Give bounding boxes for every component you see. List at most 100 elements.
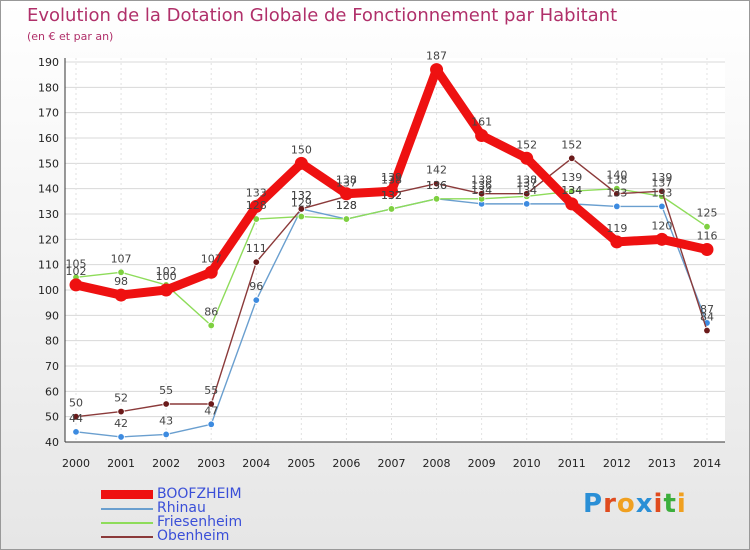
data-label: 134	[516, 184, 537, 197]
y-tick-label: 150	[38, 157, 59, 170]
logo-letter: i	[676, 489, 687, 519]
data-point	[72, 428, 80, 436]
data-label: 50	[69, 397, 83, 410]
data-label: 132	[291, 189, 312, 202]
data-label: 96	[249, 280, 263, 293]
y-tick-label: 160	[38, 132, 59, 145]
data-label: 138	[381, 174, 402, 187]
y-tick-label: 70	[45, 360, 59, 373]
data-point	[655, 232, 669, 246]
x-tick-label: 2013	[648, 457, 676, 470]
y-tick-label: 120	[38, 233, 59, 246]
chart-subtitle: (en € et par an)	[27, 30, 114, 43]
data-point	[703, 222, 711, 231]
data-label: 139	[381, 171, 402, 184]
data-point	[207, 400, 215, 408]
data-label: 128	[246, 199, 267, 212]
data-point	[69, 278, 83, 292]
y-tick-label: 140	[38, 183, 59, 196]
data-label: 84	[700, 311, 714, 324]
data-point	[613, 190, 621, 198]
proxiti-logo: Proxiti	[583, 489, 687, 519]
y-tick-label: 60	[45, 385, 59, 398]
data-point	[610, 235, 624, 249]
x-tick-label: 2011	[558, 457, 586, 470]
data-point	[252, 296, 260, 304]
data-point	[568, 154, 576, 162]
data-point	[294, 156, 308, 170]
data-point	[432, 179, 441, 188]
data-label: 138	[606, 174, 627, 187]
x-tick-label: 2005	[287, 457, 315, 470]
x-tick-label: 2008	[423, 457, 451, 470]
data-label: 133	[651, 186, 672, 199]
y-tick-label: 90	[45, 309, 59, 322]
data-label: 150	[291, 143, 312, 156]
data-point	[565, 197, 579, 211]
data-point	[207, 420, 215, 428]
data-point	[117, 433, 125, 441]
data-label: 136	[426, 179, 447, 192]
data-label: 128	[336, 199, 357, 212]
legend-swatch	[101, 490, 153, 499]
data-point	[658, 187, 666, 195]
data-point	[475, 128, 489, 142]
y-tick-label: 50	[45, 411, 59, 424]
data-label: 134	[561, 184, 582, 197]
data-label: 116	[696, 229, 717, 242]
logo-letter: o	[616, 489, 636, 519]
legend-swatch	[101, 536, 153, 538]
data-label: 138	[336, 174, 357, 187]
y-tick-label: 80	[45, 335, 59, 348]
x-tick-label: 2001	[107, 457, 135, 470]
data-label: 102	[66, 265, 87, 278]
data-label: 137	[516, 176, 537, 189]
data-point	[430, 63, 444, 77]
data-point	[114, 288, 128, 302]
x-tick-label: 2004	[242, 457, 270, 470]
data-label: 107	[201, 252, 222, 265]
logo-letter: P	[583, 489, 604, 519]
data-label: 133	[606, 186, 627, 199]
data-label: 52	[114, 392, 128, 405]
data-label: 107	[111, 252, 132, 265]
data-point	[162, 400, 170, 408]
chart-title: Evolution de la Dotation Globale de Fonc…	[27, 5, 618, 26]
y-tick-label: 190	[38, 56, 59, 69]
data-label: 138	[471, 174, 492, 187]
data-point	[162, 430, 170, 439]
data-label: 132	[381, 189, 402, 202]
data-label: 140	[606, 169, 627, 182]
data-label: 43	[159, 414, 173, 427]
x-tick-label: 2003	[197, 457, 225, 470]
data-point	[613, 202, 621, 211]
data-label: 100	[156, 270, 177, 283]
data-label: 55	[204, 384, 218, 397]
data-label: 47	[204, 404, 218, 417]
data-label: 134	[561, 184, 582, 197]
data-label: 129	[291, 197, 312, 210]
legend-label: Friesenheim	[157, 514, 243, 530]
x-tick-label: 2009	[468, 457, 496, 470]
data-point	[342, 215, 351, 223]
data-label: 137	[651, 176, 672, 189]
data-label: 136	[426, 179, 447, 192]
data-point	[387, 205, 396, 213]
y-tick-label: 40	[45, 436, 59, 449]
data-point	[568, 187, 576, 195]
x-tick-label: 2014	[693, 457, 721, 470]
data-point	[658, 202, 666, 211]
data-label: 132	[291, 189, 312, 202]
y-tick-label: 100	[38, 284, 59, 297]
data-point	[703, 326, 711, 335]
logo-letter: r	[603, 489, 617, 519]
data-point	[117, 407, 125, 416]
data-label: 136	[471, 179, 492, 192]
data-label: 187	[426, 50, 447, 63]
data-label: 87	[700, 303, 714, 316]
legend-label: Rhinau	[157, 500, 206, 516]
y-tick-label: 110	[38, 259, 59, 272]
data-point	[117, 268, 125, 276]
